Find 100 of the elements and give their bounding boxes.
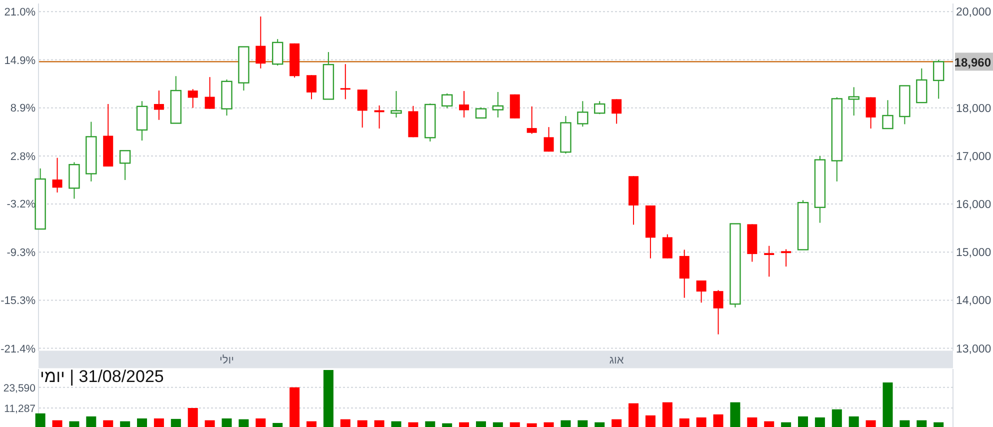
y2-tick-label: -21.4%: [0, 343, 36, 356]
bar: [679, 418, 690, 427]
y2-tick-label: 2.8%: [10, 151, 36, 164]
bar: [696, 417, 706, 427]
bar: [730, 402, 740, 427]
bar: [492, 422, 503, 427]
bar: [612, 419, 622, 427]
bar: [645, 415, 656, 427]
candlestick: [68, 162, 80, 200]
bar: [154, 418, 164, 427]
bar: [798, 416, 808, 427]
candlestick: [544, 126, 554, 152]
bar: [713, 414, 724, 427]
candlestick: [492, 91, 504, 118]
candlestick: [526, 106, 537, 134]
candlestick: [594, 100, 606, 115]
candlestick: [136, 100, 148, 142]
bar: [526, 423, 537, 427]
candlestick: [459, 90, 470, 118]
candlestick: [52, 157, 62, 193]
candlestick: [272, 38, 284, 66]
candlestick: [882, 100, 894, 130]
candlestick: [154, 90, 164, 120]
y-tick-label: 13,000: [956, 343, 992, 356]
bar: [882, 382, 893, 427]
candlestick: [577, 100, 588, 128]
y2-tick-label: 21.0%: [4, 6, 36, 18]
bar: [340, 419, 350, 427]
candlestick: [781, 248, 792, 268]
bar: [238, 419, 249, 427]
candlestick: [916, 68, 928, 104]
y2-tick-label: -15.3%: [0, 294, 36, 307]
candlestick: [475, 106, 487, 119]
bar: [69, 421, 80, 427]
candlestick: [188, 88, 198, 108]
candlestick: [848, 86, 860, 116]
bar: [86, 416, 96, 427]
bar: [222, 418, 232, 427]
y-tick-label: 16,000: [956, 199, 992, 212]
bar: [832, 409, 842, 427]
bar: [425, 421, 436, 427]
bar: [578, 420, 588, 427]
bar: [866, 420, 876, 427]
bar: [35, 413, 46, 427]
x-tick-label: אוג: [609, 354, 624, 367]
x-tick-label: יולי: [220, 354, 234, 367]
bar: [374, 420, 384, 427]
y-tick-label: 20,000: [956, 6, 992, 19]
bar: [544, 422, 554, 427]
y2-tick-label: 8.9%: [10, 102, 36, 115]
candlestick: [866, 96, 876, 130]
ref-line-label: 18,960: [954, 56, 992, 70]
bar: [391, 421, 402, 427]
candlestick: [340, 64, 350, 100]
bar: [188, 408, 198, 427]
candlestick: [306, 74, 316, 100]
bar: [594, 422, 605, 427]
candlestick: [119, 150, 131, 180]
bar: [323, 370, 334, 427]
y2-tick-label: -9.3%: [6, 247, 36, 260]
bar: [560, 420, 571, 427]
y-tick-label: 14,000: [956, 295, 992, 308]
bar: [306, 421, 316, 427]
bar: [408, 422, 418, 427]
bar: [747, 417, 758, 427]
bar: [662, 402, 672, 427]
bar: [459, 422, 470, 427]
y-tick-label: 17,000: [956, 150, 992, 163]
bar: [848, 416, 859, 427]
bar: [256, 418, 266, 427]
candlestick: [390, 90, 402, 118]
bar: [900, 420, 910, 427]
candlestick: [764, 245, 774, 278]
bar: [52, 420, 62, 427]
y-tick-label: 23,590: [3, 382, 36, 394]
bar: [103, 420, 114, 427]
annotation: 31/08/2025 | יומי: [40, 367, 164, 386]
candlestick: [696, 280, 706, 304]
candlestick: [256, 16, 266, 69]
bar: [272, 422, 283, 427]
bar: [628, 403, 639, 427]
candlestick: [357, 89, 368, 128]
bar: [916, 420, 927, 427]
bar: [934, 422, 944, 427]
bar: [510, 422, 520, 427]
y2-tick-label: 14.9%: [4, 54, 36, 67]
candlestick: [441, 92, 453, 109]
y-tick-label: 11,287: [4, 403, 36, 416]
candlestick: [662, 234, 672, 259]
bar: [781, 422, 792, 427]
y-tick-label: 15,000: [956, 247, 992, 260]
candlestick: [679, 249, 690, 298]
bar: [442, 423, 452, 427]
bar: [814, 417, 825, 427]
bar: [290, 387, 300, 427]
y-tick-label: 18,000: [956, 102, 992, 115]
bar: [137, 418, 148, 427]
bar: [170, 418, 181, 427]
bar: [357, 420, 368, 427]
bar: [204, 420, 215, 427]
